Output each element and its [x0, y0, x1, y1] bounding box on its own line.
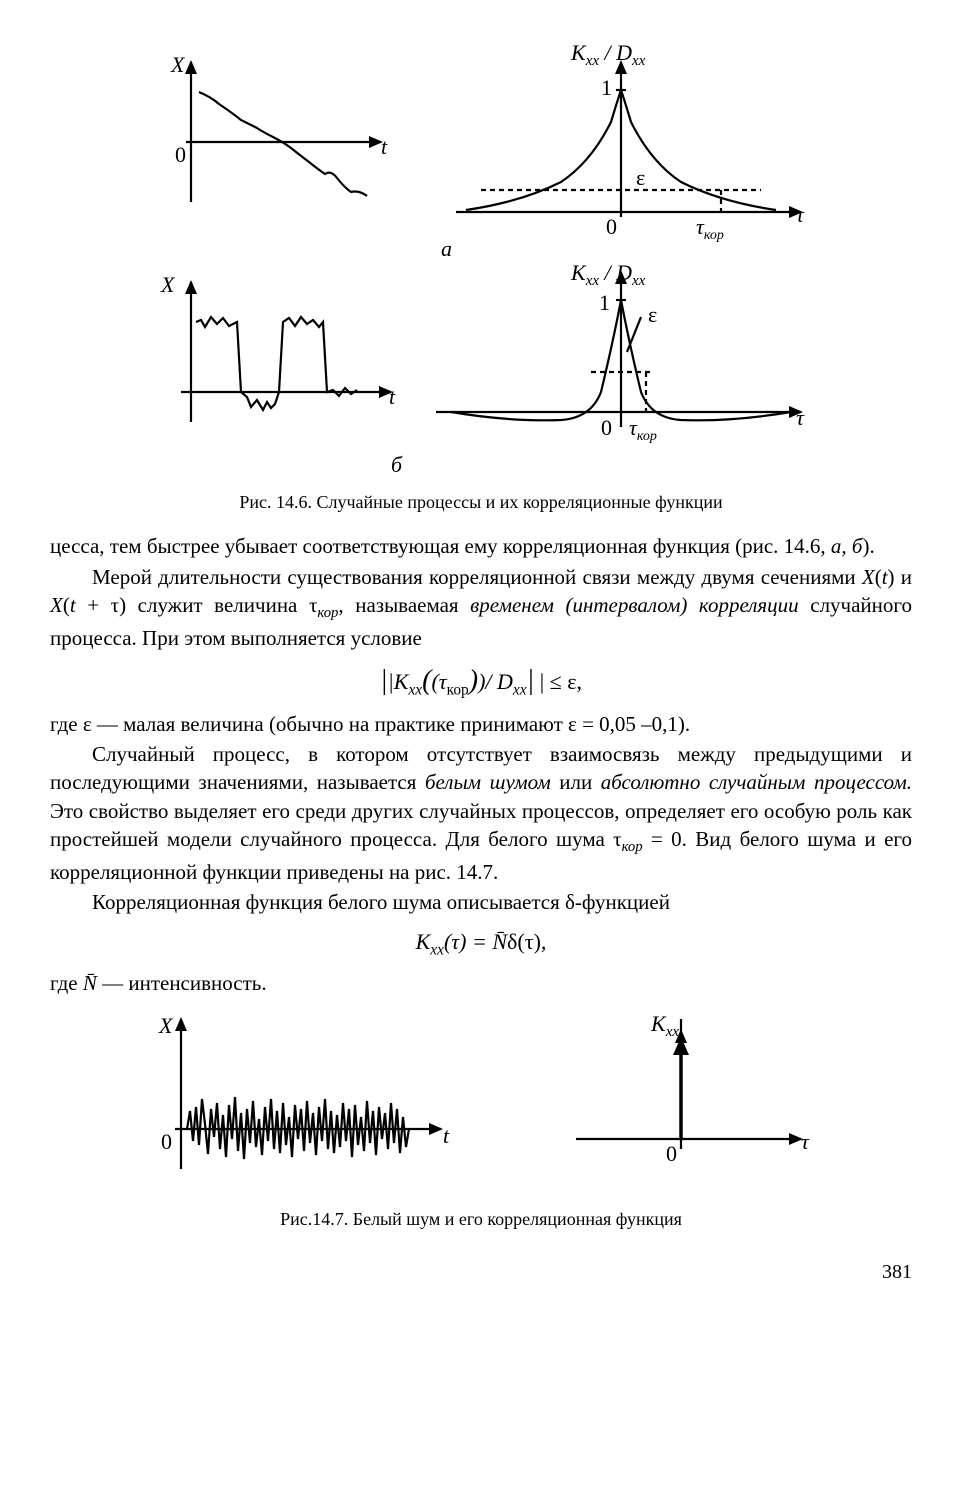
label-taukop-b: τкор — [629, 415, 657, 444]
para-2: Мерой длительности существования корреля… — [50, 563, 912, 653]
label-tau-a: τ — [796, 202, 805, 227]
label-a: а — [441, 236, 452, 261]
figure-14-6-svg: X 0 t Kxx / Dxx 1 ε 0 τкор τ а X t Kxx /… — [131, 42, 831, 482]
label-tau-b: τ — [796, 405, 805, 430]
label-tau-147: τ — [801, 1129, 810, 1154]
label-X-a: X — [170, 52, 186, 77]
figure-14-7-caption: Рис.14.7. Белый шум и его корреляционная… — [50, 1207, 912, 1231]
figure-14-6-caption: Рис. 14.6. Случайные процессы и их корре… — [50, 490, 912, 514]
label-t-147: t — [443, 1123, 450, 1148]
para-1: цесса, тем быстрее убывает соответствующ… — [50, 532, 912, 560]
figure-14-7-svg: X 0 t Kxx 0 τ — [121, 1009, 841, 1199]
label-eps-a: ε — [636, 165, 645, 190]
page-number: 381 — [50, 1259, 912, 1286]
label-0-a: 0 — [175, 142, 186, 167]
label-1-b: 1 — [599, 290, 610, 315]
label-Kxx-147: Kxx — [650, 1011, 679, 1040]
label-X-b: X — [160, 272, 176, 297]
label-Kxx-b: Kxx / Dxx — [570, 260, 646, 289]
label-Kxx-a: Kxx / Dxx — [570, 42, 646, 69]
para-5: Корреляционная функция белого шума описы… — [50, 888, 912, 916]
label-t-a: t — [381, 134, 388, 159]
label-X-147: X — [158, 1013, 174, 1038]
label-b: б — [391, 452, 403, 477]
label-0-147r: 0 — [666, 1141, 677, 1166]
equation-2: Kxx(τ) = N̄δ(τ), — [50, 927, 912, 961]
label-0-ar: 0 — [606, 214, 617, 239]
figure-14-6: X 0 t Kxx / Dxx 1 ε 0 τкор τ а X t Kxx /… — [50, 42, 912, 482]
label-t-b: t — [389, 384, 396, 409]
label-0-147l: 0 — [161, 1129, 172, 1154]
label-0-br: 0 — [601, 415, 612, 440]
para-4: Случайный процесс, в котором отсутствует… — [50, 740, 912, 886]
label-taukop-a: τкор — [696, 214, 724, 243]
label-1-a: 1 — [601, 75, 612, 100]
para-6: где N̄ — интенсивность. — [50, 969, 912, 997]
label-eps-b: ε — [648, 302, 657, 327]
figure-14-7: X 0 t Kxx 0 τ — [50, 1009, 912, 1199]
para-3: где ε — малая величина (обычно на практи… — [50, 710, 912, 738]
equation-1: ||Kxx((τкор))/ Dxx| | ≤ ε, — [50, 662, 912, 701]
